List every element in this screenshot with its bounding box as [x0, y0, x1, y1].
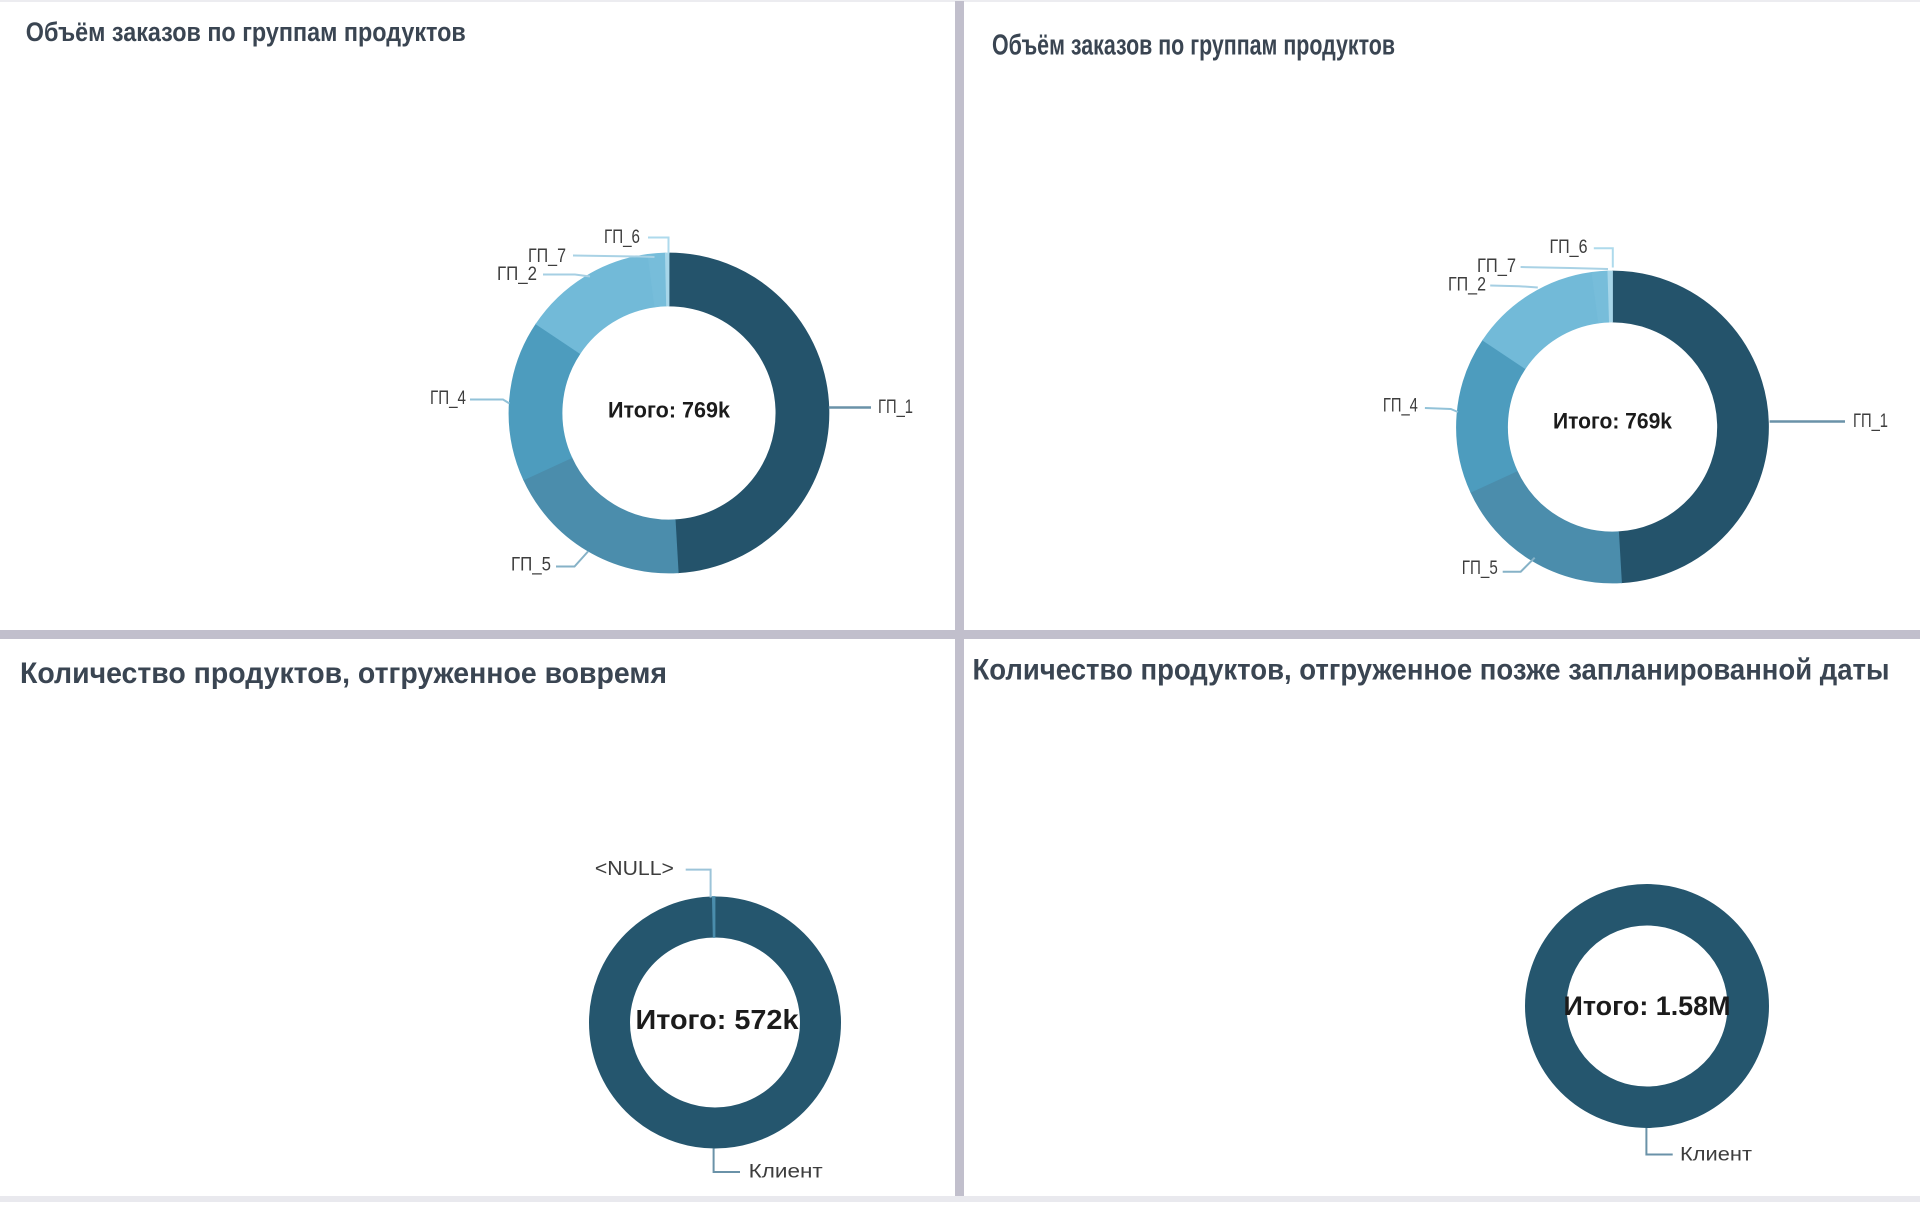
svg-text:Объём заказов по группам проду: Объём заказов по группам продуктов — [26, 17, 466, 47]
svg-text:<NULL>: <NULL> — [595, 858, 674, 880]
svg-text:ГП_2: ГП_2 — [497, 264, 537, 285]
svg-text:ГП_1: ГП_1 — [1853, 411, 1888, 432]
svg-text:Количество продуктов, отгружен: Количество продуктов, отгруженное позже … — [973, 654, 1890, 687]
svg-text:Итого: 1.58M: Итого: 1.58M — [1564, 991, 1731, 1021]
svg-text:ГП_2: ГП_2 — [1448, 275, 1486, 296]
svg-text:Клиент: Клиент — [749, 1162, 823, 1183]
svg-text:ГП_4: ГП_4 — [1383, 396, 1418, 417]
svg-text:ГП_6: ГП_6 — [1550, 237, 1588, 258]
svg-text:Количество продуктов, отгружен: Количество продуктов, отгруженное воврем… — [20, 657, 667, 690]
svg-text:Итого: 769k: Итого: 769k — [1553, 408, 1673, 433]
svg-text:Клиент: Клиент — [1680, 1145, 1752, 1166]
svg-text:ГП_7: ГП_7 — [528, 246, 566, 267]
svg-text:Итого: 572k: Итого: 572k — [636, 1004, 799, 1035]
svg-text:ГП_4: ГП_4 — [430, 388, 466, 409]
svg-text:ГП_5: ГП_5 — [511, 555, 551, 576]
svg-text:ГП_1: ГП_1 — [878, 397, 913, 418]
svg-text:Объём заказов по группам проду: Объём заказов по группам продуктов — [992, 30, 1395, 62]
svg-text:ГП_7: ГП_7 — [1477, 256, 1516, 277]
svg-text:ГП_6: ГП_6 — [604, 227, 640, 248]
svg-text:ГП_5: ГП_5 — [1462, 558, 1498, 579]
svg-text:Итого: 769k: Итого: 769k — [608, 398, 731, 423]
